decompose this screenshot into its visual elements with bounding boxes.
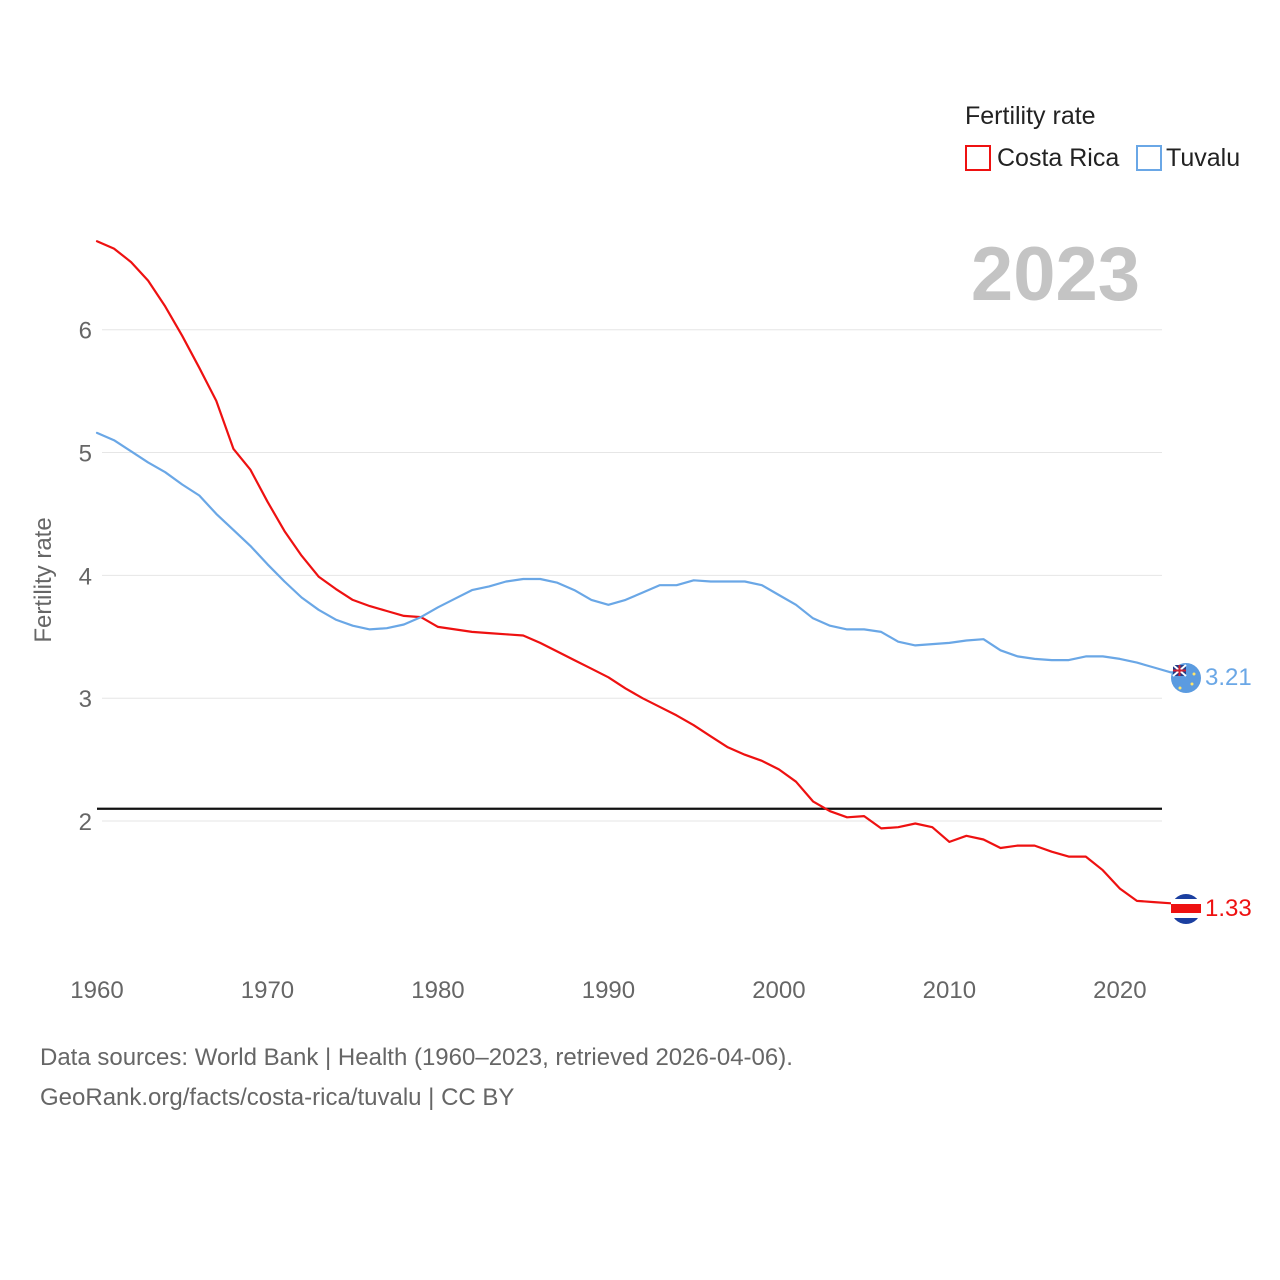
x-tick-label: 1990 [582, 977, 635, 1004]
tuvalu-flag-icon [1171, 663, 1201, 693]
series-line-tuvalu[interactable] [95, 431, 1174, 674]
current-year-label: 2023 [971, 232, 1140, 317]
legend-label-costa-rica: Costa Rica [997, 144, 1119, 172]
y-axis-ticks: 2 3 4 5 6 [79, 318, 92, 836]
legend-swatch-costa-rica [965, 145, 991, 171]
legend-label-tuvalu: Tuvalu [1166, 144, 1240, 172]
y-tick-label: 3 [79, 686, 92, 713]
x-tick-label: 1960 [70, 977, 123, 1004]
footer-attribution: GeoRank.org/facts/costa-rica/tuvalu | CC… [40, 1084, 515, 1111]
x-tick-label: 2010 [923, 977, 976, 1004]
grid-lines [102, 329, 1162, 822]
series-line-costa-rica[interactable] [95, 240, 1174, 905]
legend-item-costa-rica[interactable]: Costa Rica [965, 144, 1119, 172]
y-tick-label: 5 [79, 441, 92, 468]
end-label-tuvalu: 3.21 [1205, 664, 1252, 691]
legend: Fertility rate Costa Rica Tuvalu [965, 102, 1240, 172]
x-tick-label: 2020 [1093, 977, 1146, 1004]
costa-rica-flag-icon [1171, 894, 1201, 924]
y-axis-title: Fertility rate [30, 517, 57, 642]
x-tick-label: 1980 [411, 977, 464, 1004]
legend-swatch-tuvalu [1136, 145, 1162, 171]
series-lines [95, 240, 1174, 905]
y-tick-label: 6 [79, 318, 92, 345]
y-tick-label: 4 [79, 563, 92, 590]
x-tick-label: 2000 [752, 977, 805, 1004]
x-axis-ticks: 1960 1970 1980 1990 2000 2010 2020 [70, 977, 1146, 1004]
x-tick-label: 1970 [241, 977, 294, 1004]
end-label-costa-rica: 1.33 [1205, 895, 1252, 922]
y-tick-label: 2 [79, 809, 92, 836]
legend-item-tuvalu[interactable]: Tuvalu [1136, 144, 1240, 172]
end-marker-costa-rica: 1.33 [1171, 894, 1252, 924]
legend-title: Fertility rate [965, 102, 1096, 130]
end-marker-tuvalu: 3.21 [1171, 663, 1252, 693]
footer-data-sources: Data sources: World Bank | Health (1960–… [40, 1044, 793, 1071]
